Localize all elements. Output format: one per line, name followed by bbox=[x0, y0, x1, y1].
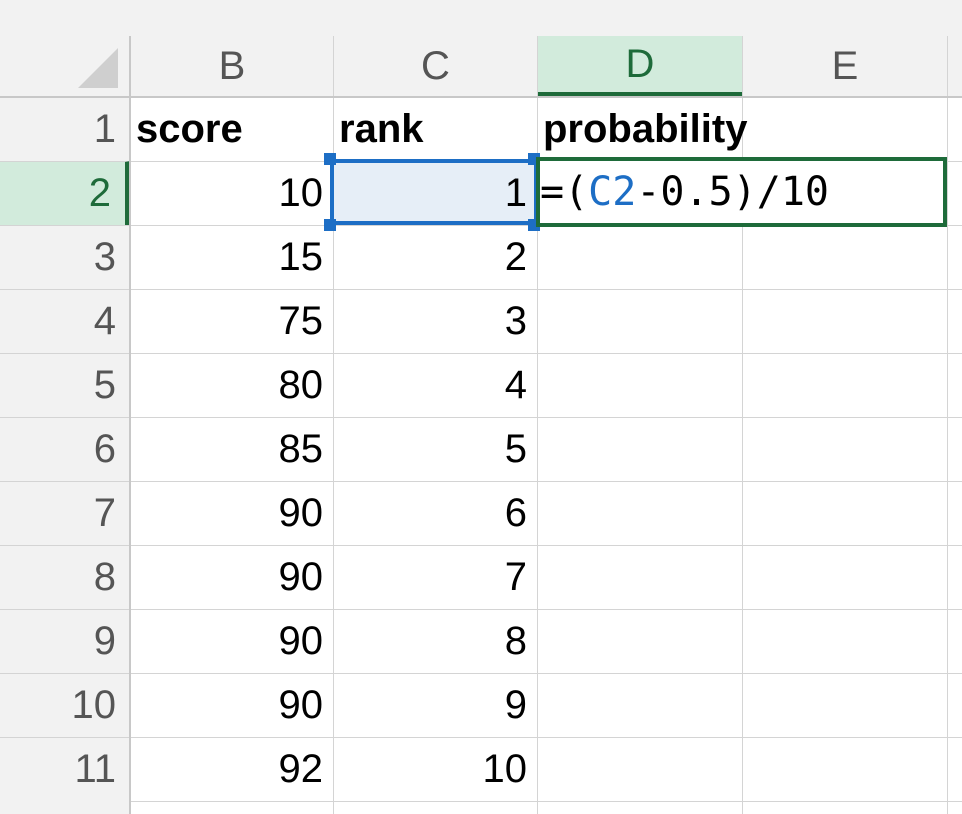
row-header-8[interactable]: 8 bbox=[0, 545, 130, 609]
select-all-triangle-icon bbox=[78, 48, 118, 88]
column-header-bar bbox=[0, 0, 962, 96]
cell-b10[interactable]: 90 bbox=[278, 682, 324, 727]
gridline-vertical bbox=[333, 36, 334, 814]
referenced-cell-fill bbox=[334, 162, 537, 225]
cell-c6[interactable]: 5 bbox=[504, 426, 527, 471]
cell-b5[interactable]: 80 bbox=[278, 362, 324, 407]
row-header-11[interactable]: 11 bbox=[0, 737, 130, 801]
column-header-d[interactable]: D bbox=[537, 36, 742, 96]
gridline-horizontal bbox=[130, 737, 962, 738]
row-header-1[interactable]: 1 bbox=[0, 97, 130, 161]
column-header-e[interactable]: E bbox=[742, 36, 947, 96]
formula-cell-reference: C2 bbox=[588, 169, 637, 215]
cell-d1[interactable]: probability bbox=[543, 106, 748, 151]
column-header-f-partial[interactable] bbox=[947, 36, 962, 96]
cell-c11[interactable]: 10 bbox=[482, 746, 528, 791]
row-header-4[interactable]: 4 bbox=[0, 289, 130, 353]
formula-suffix: -0.5)/10 bbox=[636, 169, 829, 215]
cell-b3[interactable]: 15 bbox=[278, 234, 324, 279]
formula-prefix: =( bbox=[540, 169, 589, 215]
row-header-6[interactable]: 6 bbox=[0, 417, 130, 481]
row-header-divider bbox=[129, 36, 131, 814]
cell-c7[interactable]: 6 bbox=[504, 490, 527, 535]
gridline-horizontal bbox=[130, 545, 962, 546]
gridline-horizontal bbox=[130, 417, 962, 418]
cell-b9[interactable]: 90 bbox=[278, 618, 324, 663]
active-cell-d2[interactable] bbox=[536, 157, 947, 227]
gridline-vertical bbox=[947, 36, 948, 814]
row-header-9[interactable]: 9 bbox=[0, 609, 130, 673]
row-header-10[interactable]: 10 bbox=[0, 673, 130, 737]
cell-c10[interactable]: 9 bbox=[504, 682, 527, 727]
cell-b4[interactable]: 75 bbox=[278, 298, 324, 343]
cell-b8[interactable]: 90 bbox=[278, 554, 324, 599]
cell-b2[interactable]: 10 bbox=[278, 170, 324, 215]
gridline-horizontal bbox=[130, 481, 962, 482]
cell-c1[interactable]: rank bbox=[339, 106, 424, 151]
select-all-button[interactable] bbox=[0, 36, 130, 96]
referenced-cell-border bbox=[330, 159, 538, 225]
reference-resize-handle[interactable] bbox=[324, 219, 336, 231]
cell-formula-editor[interactable]: =(C2 -0.5)/10 bbox=[540, 161, 829, 223]
gridline-horizontal bbox=[130, 353, 962, 354]
cell-c4[interactable]: 3 bbox=[504, 298, 527, 343]
cell-c5[interactable]: 4 bbox=[504, 362, 527, 407]
cell-c3[interactable]: 2 bbox=[504, 234, 527, 279]
cell-b11[interactable]: 92 bbox=[278, 746, 324, 791]
cell-b1[interactable]: score bbox=[136, 106, 243, 151]
row-header-2[interactable]: 2 bbox=[0, 161, 130, 225]
gridline-vertical bbox=[537, 36, 538, 814]
cell-b6[interactable]: 85 bbox=[278, 426, 324, 471]
gridline-horizontal bbox=[130, 801, 962, 802]
reference-resize-handle[interactable] bbox=[324, 153, 336, 165]
column-header-b[interactable]: B bbox=[130, 36, 333, 96]
row-header-7[interactable]: 7 bbox=[0, 481, 130, 545]
gridline-vertical bbox=[742, 36, 743, 814]
cell-b7[interactable]: 90 bbox=[278, 490, 324, 535]
cell-c8[interactable]: 7 bbox=[504, 554, 527, 599]
column-header-c[interactable]: C bbox=[333, 36, 537, 96]
cell-c2[interactable]: 1 bbox=[504, 170, 527, 215]
row-header-3[interactable]: 3 bbox=[0, 225, 130, 289]
gridline-horizontal bbox=[130, 673, 962, 674]
header-divider bbox=[0, 96, 962, 98]
row-header-5[interactable]: 5 bbox=[0, 353, 130, 417]
gridline-horizontal bbox=[130, 609, 962, 610]
cell-c9[interactable]: 8 bbox=[504, 618, 527, 663]
gridline-horizontal bbox=[130, 289, 962, 290]
